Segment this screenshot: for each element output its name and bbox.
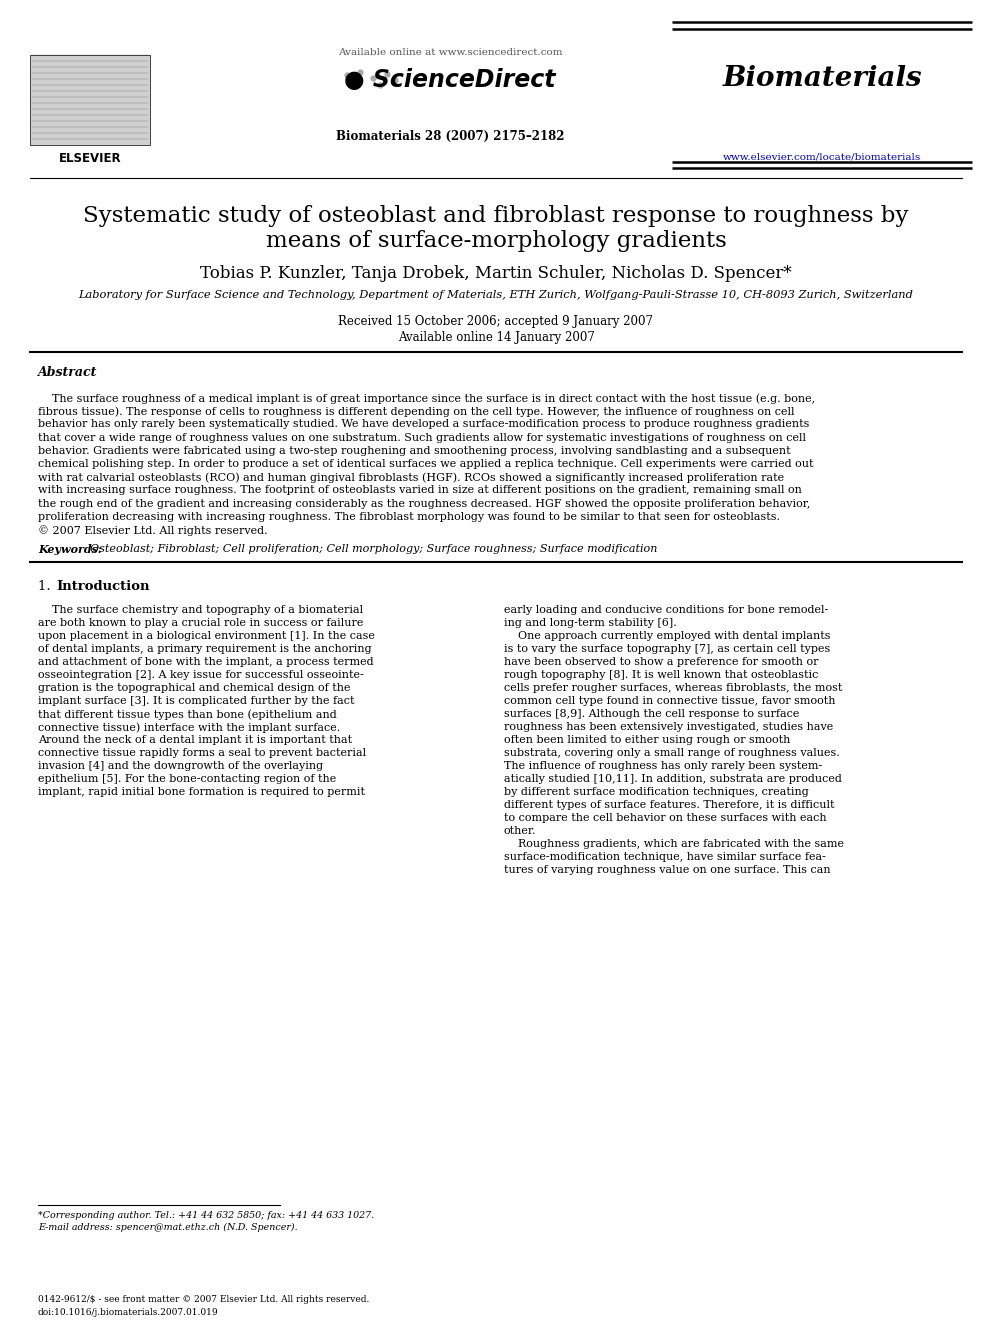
Text: connective tissue) interface with the implant surface.: connective tissue) interface with the im… [38, 722, 340, 733]
Text: Available online at www.sciencedirect.com: Available online at www.sciencedirect.co… [337, 48, 562, 57]
Text: atically studied [10,11]. In addition, substrata are produced: atically studied [10,11]. In addition, s… [504, 774, 842, 785]
Bar [30, 56, 150, 146]
Text: www.elsevier.com/locate/biomaterials: www.elsevier.com/locate/biomaterials [723, 152, 922, 161]
Text: E-mail address: spencer@mat.ethz.ch (N.D. Spencer).: E-mail address: spencer@mat.ethz.ch (N.D… [38, 1222, 298, 1232]
Text: Systematic study of osteoblast and fibroblast response to roughness by: Systematic study of osteoblast and fibro… [83, 205, 909, 228]
Text: common cell type found in connective tissue, favor smooth: common cell type found in connective tis… [504, 696, 835, 706]
Text: means of surface-morphology gradients: means of surface-morphology gradients [266, 230, 726, 251]
Text: One approach currently employed with dental implants: One approach currently employed with den… [504, 631, 830, 642]
Text: roughness has been extensively investigated, studies have: roughness has been extensively investiga… [504, 722, 833, 732]
Text: behavior has only rarely been systematically studied. We have developed a surfac: behavior has only rarely been systematic… [38, 419, 809, 430]
Text: doi:10.1016/j.biomaterials.2007.01.019: doi:10.1016/j.biomaterials.2007.01.019 [38, 1308, 218, 1316]
Text: Biomaterials: Biomaterials [722, 65, 922, 93]
Text: proliferation decreasing with increasing roughness. The fibroblast morphology wa: proliferation decreasing with increasing… [38, 512, 780, 521]
Text: different types of surface features. Therefore, it is difficult: different types of surface features. The… [504, 800, 834, 810]
Text: by different surface modification techniques, creating: by different surface modification techni… [504, 787, 808, 798]
Text: that cover a wide range of roughness values on one substratum. Such gradients al: that cover a wide range of roughness val… [38, 433, 806, 443]
Text: Around the neck of a dental implant it is important that: Around the neck of a dental implant it i… [38, 736, 352, 745]
Text: and attachment of bone with the implant, a process termed: and attachment of bone with the implant,… [38, 658, 374, 667]
Text: gration is the topographical and chemical design of the: gration is the topographical and chemica… [38, 683, 350, 693]
Text: with rat calvarial osteoblasts (RCO) and human gingival fibroblasts (HGF). RCOs : with rat calvarial osteoblasts (RCO) and… [38, 472, 784, 483]
Text: ing and long-term stability [6].: ing and long-term stability [6]. [504, 618, 677, 628]
Text: upon placement in a biological environment [1]. In the case: upon placement in a biological environme… [38, 631, 375, 642]
Text: © 2007 Elsevier Ltd. All rights reserved.: © 2007 Elsevier Ltd. All rights reserved… [38, 525, 268, 536]
Text: Osteoblast; Fibroblast; Cell proliferation; Cell morphology; Surface roughness; : Osteoblast; Fibroblast; Cell proliferati… [90, 544, 658, 554]
Text: often been limited to either using rough or smooth: often been limited to either using rough… [504, 736, 791, 745]
Text: The surface roughness of a medical implant is of great importance since the surf: The surface roughness of a medical impla… [38, 393, 815, 404]
Text: ELSEVIER: ELSEVIER [59, 152, 121, 165]
Text: Keywords:: Keywords: [38, 544, 102, 556]
Text: that different tissue types than bone (epithelium and: that different tissue types than bone (e… [38, 709, 336, 720]
Text: 1.: 1. [38, 581, 63, 593]
Text: Biomaterials 28 (2007) 2175–2182: Biomaterials 28 (2007) 2175–2182 [335, 130, 564, 143]
Text: behavior. Gradients were fabricated using a two-step roughening and smoothening : behavior. Gradients were fabricated usin… [38, 446, 791, 456]
Text: Tobias P. Kunzler, Tanja Drobek, Martin Schuler, Nicholas D. Spencer*: Tobias P. Kunzler, Tanja Drobek, Martin … [200, 265, 792, 282]
Text: substrata, covering only a small range of roughness values.: substrata, covering only a small range o… [504, 749, 840, 758]
Text: are both known to play a crucial role in success or failure: are both known to play a crucial role in… [38, 618, 363, 628]
Text: chemical polishing step. In order to produce a set of identical surfaces we appl: chemical polishing step. In order to pro… [38, 459, 813, 468]
Text: invasion [4] and the downgrowth of the overlaying: invasion [4] and the downgrowth of the o… [38, 761, 323, 771]
Text: rough topography [8]. It is well known that osteoblastic: rough topography [8]. It is well known t… [504, 671, 818, 680]
Text: Available online 14 January 2007: Available online 14 January 2007 [398, 331, 594, 344]
Text: have been observed to show a preference for smooth or: have been observed to show a preference … [504, 658, 818, 667]
Text: Received 15 October 2006; accepted 9 January 2007: Received 15 October 2006; accepted 9 Jan… [338, 315, 654, 328]
Text: ● ScienceDirect: ● ScienceDirect [344, 67, 556, 93]
Text: other.: other. [504, 826, 537, 836]
Text: cells prefer rougher surfaces, whereas fibroblasts, the most: cells prefer rougher surfaces, whereas f… [504, 683, 842, 693]
Text: 0142-9612/$ - see front matter © 2007 Elsevier Ltd. All rights reserved.: 0142-9612/$ - see front matter © 2007 El… [38, 1295, 369, 1304]
Text: The surface chemistry and topography of a biomaterial: The surface chemistry and topography of … [38, 605, 363, 615]
Text: of dental implants, a primary requirement is the anchoring: of dental implants, a primary requiremen… [38, 644, 372, 654]
Text: the rough end of the gradient and increasing considerably as the roughness decre: the rough end of the gradient and increa… [38, 499, 810, 508]
Text: with increasing surface roughness. The footprint of osteoblasts varied in size a: with increasing surface roughness. The f… [38, 486, 802, 495]
Text: is to vary the surface topography [7], as certain cell types: is to vary the surface topography [7], a… [504, 644, 830, 654]
Text: Introduction: Introduction [56, 581, 150, 593]
Text: *Corresponding author. Tel.: +41 44 632 5850; fax: +41 44 633 1027.: *Corresponding author. Tel.: +41 44 632 … [38, 1211, 374, 1220]
Text: early loading and conducive conditions for bone remodel-: early loading and conducive conditions f… [504, 605, 828, 615]
Text: implant surface [3]. It is complicated further by the fact: implant surface [3]. It is complicated f… [38, 696, 354, 706]
Text: fibrous tissue). The response of cells to roughness is different depending on th: fibrous tissue). The response of cells t… [38, 406, 795, 417]
Text: Abstract: Abstract [38, 366, 97, 378]
Text: The influence of roughness has only rarely been system-: The influence of roughness has only rare… [504, 761, 822, 771]
Text: surfaces [8,9]. Although the cell response to surface: surfaces [8,9]. Although the cell respon… [504, 709, 800, 720]
Text: epithelium [5]. For the bone-contacting region of the: epithelium [5]. For the bone-contacting … [38, 774, 336, 785]
Text: osseointegration [2]. A key issue for successful osseointe-: osseointegration [2]. A key issue for su… [38, 671, 364, 680]
Text: surface-modification technique, have similar surface fea-: surface-modification technique, have sim… [504, 852, 826, 863]
Text: to compare the cell behavior on these surfaces with each: to compare the cell behavior on these su… [504, 814, 826, 823]
Text: Laboratory for Surface Science and Technology, Department of Materials, ETH Zuri: Laboratory for Surface Science and Techn… [78, 290, 914, 300]
Text: tures of varying roughness value on one surface. This can: tures of varying roughness value on one … [504, 865, 830, 876]
Text: Roughness gradients, which are fabricated with the same: Roughness gradients, which are fabricate… [504, 839, 844, 849]
Text: implant, rapid initial bone formation is required to permit: implant, rapid initial bone formation is… [38, 787, 365, 798]
Text: connective tissue rapidly forms a seal to prevent bacterial: connective tissue rapidly forms a seal t… [38, 749, 366, 758]
